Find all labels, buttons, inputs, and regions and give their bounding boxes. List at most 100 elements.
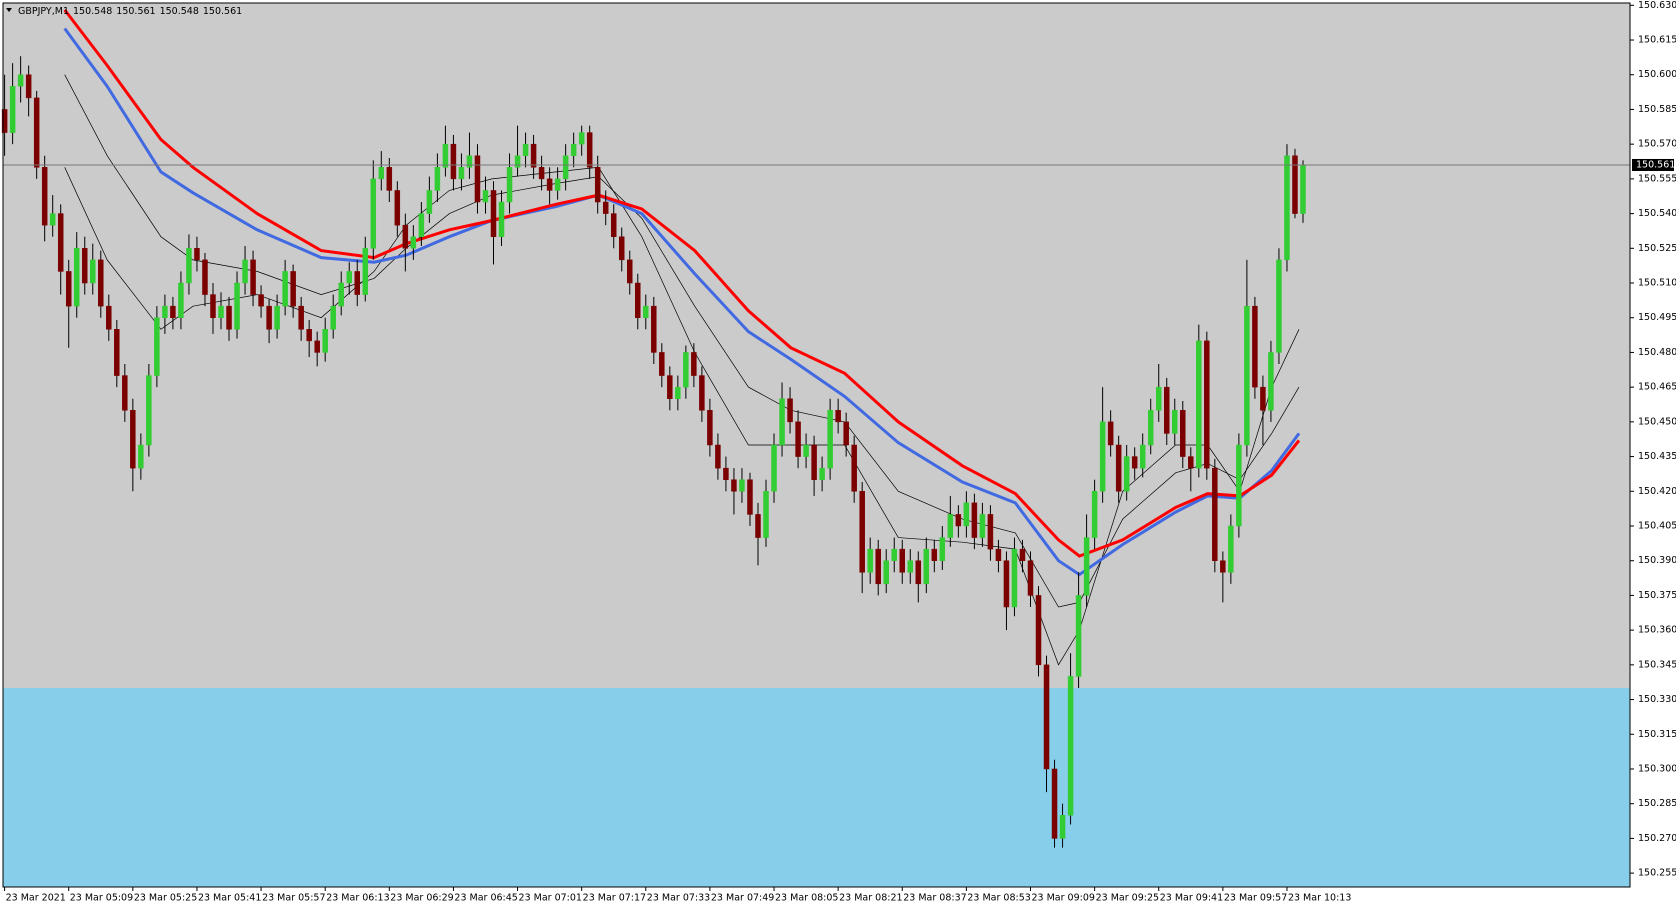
candle-body bbox=[338, 282, 344, 307]
candle-body bbox=[1003, 560, 1010, 608]
candle-body bbox=[354, 271, 361, 295]
candle-body bbox=[715, 444, 721, 469]
candle-body bbox=[803, 444, 809, 457]
candle-body bbox=[763, 491, 769, 538]
candle-body bbox=[1276, 259, 1282, 353]
candle-body bbox=[466, 155, 473, 168]
candle-body bbox=[835, 410, 841, 423]
candle-body bbox=[1147, 410, 1154, 446]
header-field: 150.548 bbox=[73, 6, 112, 17]
candle-body bbox=[370, 178, 377, 249]
candle-body bbox=[707, 410, 713, 446]
candle-body bbox=[635, 282, 641, 318]
candle-body bbox=[883, 560, 889, 585]
y-tick-label: 150.510 bbox=[1638, 278, 1676, 289]
candle-body bbox=[739, 479, 745, 492]
candle-body bbox=[314, 340, 320, 353]
candle-body bbox=[1236, 444, 1242, 527]
candle-body bbox=[1292, 155, 1298, 214]
moving-average bbox=[63, 8, 1301, 558]
y-tick-label: 150.420 bbox=[1638, 486, 1676, 497]
candle-body bbox=[923, 548, 930, 585]
candle-body bbox=[1212, 467, 1218, 561]
candle-body bbox=[426, 190, 433, 214]
x-tick-label: 23 Mar 09:41 bbox=[1160, 893, 1223, 904]
candle-body bbox=[659, 352, 665, 376]
candle-body bbox=[162, 305, 168, 318]
candle-body bbox=[578, 132, 585, 145]
candle-body bbox=[1260, 386, 1266, 411]
y-tick-label: 150.330 bbox=[1638, 694, 1676, 705]
x-tick-label: 23 Mar 06:45 bbox=[454, 893, 517, 904]
candle-body bbox=[1099, 421, 1106, 492]
candle-body bbox=[787, 398, 793, 423]
candle-body bbox=[683, 352, 689, 388]
candle-body bbox=[482, 190, 489, 203]
candle-body bbox=[963, 502, 970, 527]
x-tick-label: 23 Mar 07:33 bbox=[647, 893, 710, 904]
candle-body bbox=[979, 514, 986, 538]
candle-body bbox=[995, 548, 1002, 561]
candle-body bbox=[1172, 410, 1178, 434]
candle-body bbox=[546, 178, 553, 191]
candle-body bbox=[602, 201, 609, 214]
candle-body bbox=[258, 294, 264, 307]
x-tick-label: 23 Mar 09:57 bbox=[1224, 893, 1287, 904]
candle-body bbox=[9, 86, 16, 133]
x-tick-label: 23 Mar 09:25 bbox=[1096, 893, 1159, 904]
candle-body bbox=[1027, 560, 1034, 596]
candle-body bbox=[971, 502, 978, 538]
candle-body bbox=[955, 514, 962, 527]
candle-body bbox=[1123, 456, 1130, 492]
candle-body bbox=[811, 444, 817, 480]
candle-body bbox=[202, 259, 208, 295]
candle-body bbox=[851, 444, 857, 492]
candle-body bbox=[675, 386, 681, 399]
x-tick-label: 23 Mar 09:09 bbox=[1031, 893, 1094, 904]
candle-body bbox=[410, 236, 417, 249]
candle-body bbox=[322, 329, 328, 353]
y-tick-label: 150.285 bbox=[1638, 798, 1676, 809]
candle-body bbox=[594, 167, 601, 203]
moving-average bbox=[64, 166, 1300, 666]
y-tick-label: 150.315 bbox=[1638, 729, 1676, 740]
candle-body bbox=[418, 213, 425, 237]
zone bbox=[3, 687, 1630, 887]
candle-body bbox=[1115, 444, 1122, 492]
candle-body bbox=[73, 248, 80, 307]
plot-border bbox=[2, 2, 1631, 888]
candle-body bbox=[57, 213, 64, 272]
candle-body bbox=[859, 491, 865, 573]
candle-body bbox=[1059, 815, 1066, 839]
candle-body bbox=[1163, 386, 1170, 434]
candle-body bbox=[731, 479, 737, 492]
moving-average bbox=[63, 27, 1301, 577]
candle-body bbox=[899, 548, 906, 573]
candle-body bbox=[691, 352, 697, 376]
menu-arrow bbox=[6, 8, 12, 12]
candle-body bbox=[250, 259, 256, 295]
y-tick-label: 150.495 bbox=[1638, 312, 1676, 323]
candle-body bbox=[939, 537, 946, 561]
candle-body bbox=[1284, 155, 1290, 261]
candle-body bbox=[947, 514, 954, 538]
candle-body bbox=[138, 444, 144, 469]
candle-body bbox=[915, 560, 922, 585]
candle-body bbox=[819, 467, 825, 480]
candle-body bbox=[843, 421, 849, 446]
candle-body bbox=[1107, 421, 1114, 446]
candle-body bbox=[586, 132, 593, 168]
y-tick-label: 150.450 bbox=[1638, 416, 1676, 427]
candle-body bbox=[1204, 340, 1210, 469]
x-tick-label: 23 Mar 08:21 bbox=[839, 893, 902, 904]
candle-body bbox=[1051, 768, 1058, 839]
candle-body bbox=[907, 560, 914, 573]
candle-body bbox=[1244, 305, 1250, 446]
candle-body bbox=[82, 248, 88, 284]
y-tick-label: 150.480 bbox=[1638, 347, 1676, 358]
candle-body bbox=[610, 213, 617, 237]
y-tick-label: 150.435 bbox=[1638, 451, 1676, 462]
candle-body bbox=[522, 143, 529, 156]
candle-body bbox=[186, 248, 192, 284]
